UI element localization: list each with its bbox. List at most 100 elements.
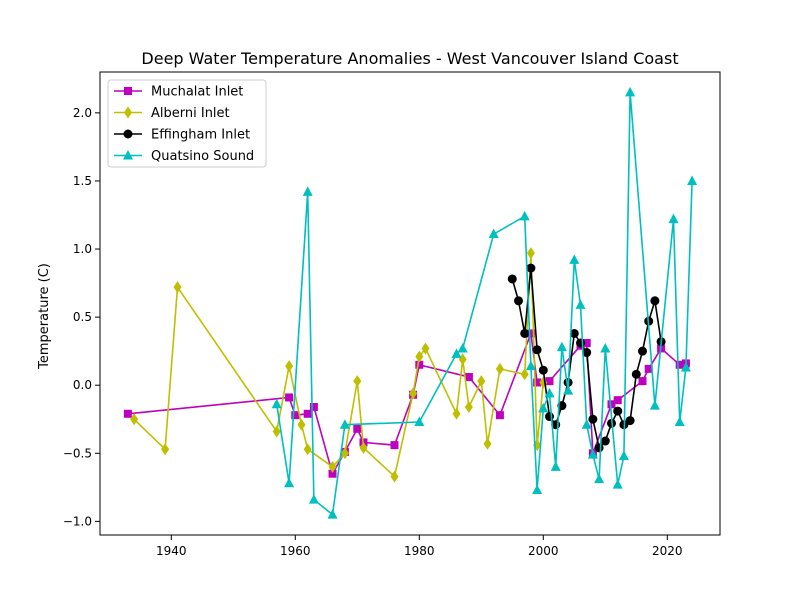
data-point-quatsino-sound bbox=[308, 494, 319, 504]
data-point-alberni-inlet bbox=[464, 400, 473, 413]
data-point-muchalat-inlet bbox=[613, 396, 622, 405]
data-point-muchalat-inlet bbox=[309, 402, 318, 411]
data-point-effingham-inlet bbox=[600, 436, 610, 446]
data-point-effingham-inlet bbox=[520, 328, 530, 338]
data-point-quatsino-sound bbox=[550, 461, 561, 471]
data-point-alberni-inlet bbox=[130, 413, 139, 426]
data-point-muchalat-inlet bbox=[644, 364, 653, 373]
data-point-effingham-inlet bbox=[514, 296, 523, 306]
data-point-effingham-inlet bbox=[569, 328, 579, 338]
data-point-muchalat-inlet bbox=[607, 400, 616, 409]
data-point-effingham-inlet bbox=[538, 365, 548, 375]
data-point-quatsino-sound bbox=[544, 387, 555, 398]
data-point-quatsino-sound bbox=[587, 449, 598, 459]
data-point-quatsino-sound bbox=[600, 342, 611, 353]
x-tick-label: 1940 bbox=[156, 544, 187, 558]
data-point-alberni-inlet bbox=[303, 443, 312, 456]
data-point-muchalat-inlet bbox=[545, 377, 554, 386]
data-point-alberni-inlet bbox=[409, 387, 418, 400]
data-point-muchalat-inlet bbox=[526, 329, 535, 338]
data-point-effingham-inlet bbox=[507, 274, 517, 284]
plot-area: 1940 1960 1980 2000 2020 −1.0 −0.5 0.0 0.5 1.0 1.5… bbox=[63, 71, 721, 558]
y-tick-label: 1.0 bbox=[73, 242, 92, 256]
legend-box bbox=[107, 79, 267, 168]
y-tick-label: −0.5 bbox=[63, 446, 92, 460]
data-point-quatsino-sound bbox=[271, 398, 282, 409]
data-point-quatsino-sound bbox=[569, 254, 580, 264]
data-point-effingham-inlet bbox=[594, 443, 604, 453]
data-point-quatsino-sound bbox=[532, 484, 543, 495]
x-tick-label: 1980 bbox=[404, 544, 435, 558]
data-point-alberni-inlet bbox=[421, 342, 430, 355]
data-point-alberni-inlet bbox=[328, 460, 337, 473]
y-tick-label: 2.0 bbox=[73, 106, 92, 120]
legend-marker bbox=[123, 129, 133, 139]
data-point-quatsino-sound bbox=[687, 175, 698, 185]
data-point-quatsino-sound bbox=[563, 385, 574, 395]
data-point-effingham-inlet bbox=[532, 345, 542, 355]
data-point-quatsino-sound bbox=[525, 360, 536, 371]
legend-entry: Effingham Inlet bbox=[151, 128, 250, 143]
data-point-effingham-inlet bbox=[613, 406, 623, 416]
data-point-muchalat-inlet bbox=[415, 360, 424, 369]
legend-entry: Quatsino Sound bbox=[151, 149, 254, 164]
data-point-effingham-inlet bbox=[526, 263, 536, 273]
data-point-quatsino-sound bbox=[327, 509, 338, 519]
data-point-quatsino-sound bbox=[414, 416, 425, 426]
data-point-quatsino-sound bbox=[284, 477, 295, 488]
data-point-muchalat-inlet bbox=[638, 377, 647, 386]
data-point-quatsino-sound bbox=[674, 416, 685, 426]
data-point-quatsino-sound bbox=[302, 186, 313, 196]
data-point-alberni-inlet bbox=[390, 470, 399, 483]
data-point-alberni-inlet bbox=[359, 441, 368, 454]
data-point-effingham-inlet bbox=[625, 416, 635, 426]
data-point-alberni-inlet bbox=[520, 368, 529, 381]
y-tick-label: 1.5 bbox=[73, 174, 92, 188]
data-point-alberni-inlet bbox=[353, 375, 362, 388]
data-point-quatsino-sound bbox=[451, 348, 462, 358]
legend-marker bbox=[123, 150, 133, 160]
data-point-alberni-inlet bbox=[173, 281, 182, 294]
data-point-effingham-inlet bbox=[631, 369, 641, 379]
data-point-alberni-inlet bbox=[285, 360, 294, 373]
x-tick-label: 2000 bbox=[528, 544, 559, 558]
data-point-quatsino-sound bbox=[457, 342, 468, 353]
x-tick-label: 1960 bbox=[280, 544, 311, 558]
y-tick-label: 0.5 bbox=[73, 310, 92, 324]
data-point-alberni-inlet bbox=[340, 447, 349, 460]
chart-title: Deep Water Temperature Anomalies - West … bbox=[141, 49, 678, 68]
data-point-effingham-inlet bbox=[582, 348, 592, 358]
data-point-alberni-inlet bbox=[452, 407, 461, 420]
legend: Muchalat Inlet Alberni Inlet Effingham Inl… bbox=[107, 79, 267, 168]
data-point-quatsino-sound bbox=[680, 362, 691, 372]
data-point-muchalat-inlet bbox=[533, 378, 542, 387]
data-point-quatsino-sound bbox=[625, 86, 636, 97]
y-axis-label: Temperature (C) bbox=[37, 263, 52, 370]
data-point-alberni-inlet bbox=[526, 247, 535, 260]
data-point-quatsino-sound bbox=[488, 228, 499, 239]
data-point-effingham-inlet bbox=[545, 412, 554, 422]
x-tick-label: 2020 bbox=[652, 544, 683, 558]
legend-entry: Alberni Inlet bbox=[151, 106, 230, 121]
data-point-effingham-inlet bbox=[650, 296, 660, 306]
axes-frame bbox=[99, 71, 721, 536]
data-point-quatsino-sound bbox=[649, 400, 660, 410]
data-point-effingham-inlet bbox=[588, 414, 598, 424]
data-point-effingham-inlet bbox=[638, 346, 647, 356]
legend-entry: Muchalat Inlet bbox=[151, 85, 243, 100]
data-point-muchalat-inlet bbox=[464, 373, 473, 382]
series-line-alberni-inlet bbox=[133, 253, 545, 478]
data-point-muchalat-inlet bbox=[390, 441, 399, 450]
series-line-quatsino-sound bbox=[275, 92, 693, 517]
data-point-quatsino-sound bbox=[339, 419, 350, 429]
data-point-muchalat-inlet bbox=[328, 469, 337, 478]
y-tick-label: 0.0 bbox=[73, 378, 92, 392]
y-tick-label: −1.0 bbox=[63, 514, 92, 528]
data-point-muchalat-inlet bbox=[123, 409, 132, 418]
data-point-muchalat-inlet bbox=[353, 424, 362, 433]
data-point-muchalat-inlet bbox=[285, 393, 294, 402]
data-point-muchalat-inlet bbox=[291, 411, 300, 420]
data-point-quatsino-sound bbox=[519, 210, 530, 221]
data-point-quatsino-sound bbox=[594, 473, 605, 484]
